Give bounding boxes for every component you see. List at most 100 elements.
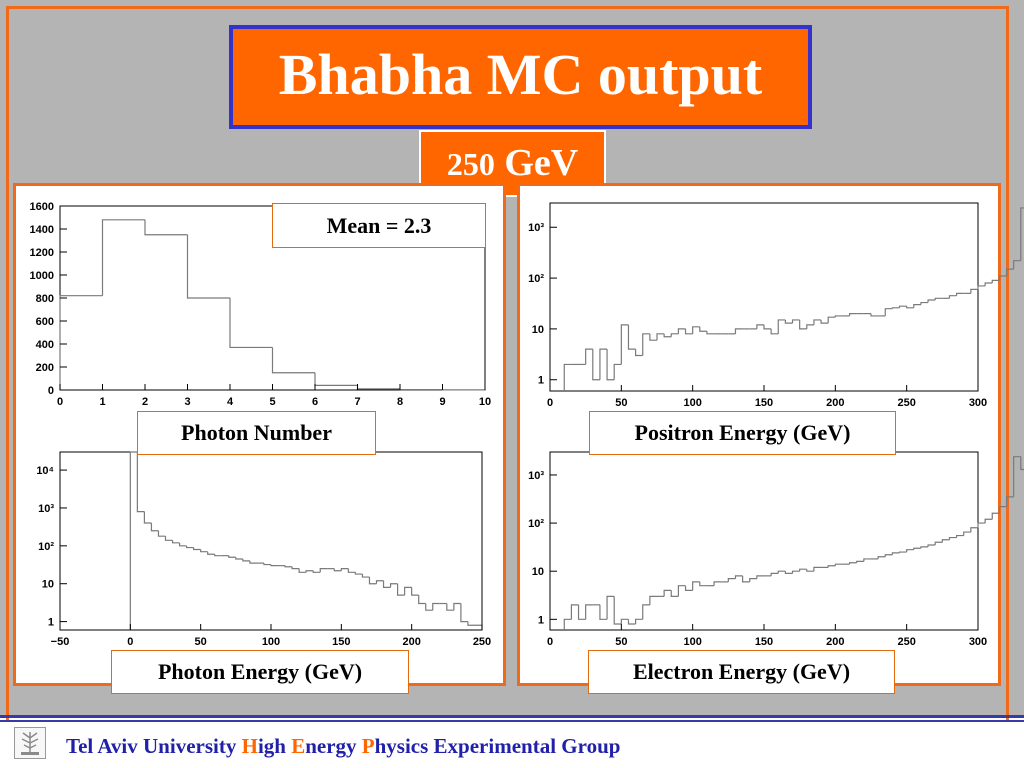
y-tick-label: 10² [528,518,544,530]
histogram-bin [235,557,243,560]
histogram-bin [642,333,650,356]
histogram-bin [913,547,921,550]
histogram-bin [207,551,215,555]
positron-energy-label: Positron Energy (GeV) [589,411,896,455]
y-tick-label: 10⁴ [36,465,54,477]
histogram-bin [884,554,893,557]
y-tick-label: 10² [38,541,54,553]
x-tick-label: 150 [755,397,773,409]
x-tick-label: 100 [683,397,701,409]
x-tick-label: 150 [332,636,350,648]
footer-rule-top [0,715,1024,718]
histogram-bin [806,569,814,572]
histogram-bin [460,603,468,623]
slide-title: Bhabha MC output [229,25,812,129]
histogram-bin [186,234,230,299]
mean-annotation: Mean = 2.3 [272,203,486,248]
histogram-bin [411,587,419,596]
histogram-bin [956,292,964,296]
histogram-bin [361,574,370,578]
y-tick-label: 1 [538,614,544,626]
plot-frame [549,202,979,392]
histogram-bin [606,595,615,620]
histogram-bin [229,298,273,349]
histogram-bin [898,305,907,308]
histogram-bin [977,285,986,290]
x-tick-label: 150 [755,636,773,648]
histogram-bin [446,603,454,611]
histogram-bin [312,570,321,573]
x-tick-label: 0 [57,396,63,408]
histogram-bin [263,563,271,566]
x-tick-label: −50 [51,636,70,648]
histogram-bin [270,564,279,567]
electron-energy-histogram: 0 50 100 150 200 250 300 1 10 10² 10³ [528,451,1024,648]
y-tick-label: 400 [36,339,54,351]
histogram-bin [214,554,222,557]
histogram-bin [777,570,786,574]
x-tick-label: 300 [969,397,987,409]
positron-energy-histogram: 0 50 100 150 200 250 300 1 10 10² 10³ [528,202,1024,409]
histogram-bin [354,572,363,575]
x-tick-label: 200 [826,636,844,648]
histogram-bin [906,306,914,309]
histogram-bin [347,568,356,573]
histogram-bin [635,618,643,624]
footer-highlight-e: E [291,734,306,758]
histogram-bin [453,602,461,611]
histogram-bin [340,568,349,571]
histogram-bin [143,511,152,524]
histogram-bin [827,565,836,568]
histogram-bin [927,299,936,303]
histogram-bin [784,319,793,324]
histogram-bin [563,618,572,630]
x-tick-label: 0 [547,397,553,409]
x-tick-label: 5 [269,396,275,408]
histogram-bin [606,349,615,381]
y-tick-label: 10 [532,566,544,578]
footer-highlight-p: P [361,734,375,758]
histogram-bin [927,544,936,547]
histogram-bin [59,295,103,390]
y-tick-label: 200 [36,362,54,374]
histogram-bin [228,555,236,558]
histogram-bin [356,385,400,390]
histogram-bin [991,279,1000,284]
histogram-bin [585,348,593,365]
histogram-bin [425,603,433,611]
histogram-bin [164,536,173,541]
y-tick-label: 600 [36,316,54,328]
histogram-bin [1013,456,1021,497]
histogram-bin [898,551,907,553]
histogram-bin [291,566,300,570]
histogram-bin [649,595,657,605]
histogram-bin [649,333,657,341]
histogram-bin [891,552,900,555]
histogram-bin [157,530,166,537]
x-tick-label: 50 [615,397,627,409]
footer-text-igh: igh [257,734,292,758]
x-tick-label: 50 [615,636,627,648]
y-tick-label: 0 [48,385,54,397]
y-tick-label: 1400 [30,224,54,236]
photon-energy-histogram: −50 0 50 100 150 200 250 1 10 10² 10³ 10⁴ [36,451,491,648]
histogram-bin [305,570,314,573]
histogram-bin [663,589,672,597]
histogram-bin [382,580,391,588]
histogram-bin [298,568,307,573]
y-tick-label: 10³ [38,503,54,515]
histogram-bin [563,363,572,391]
histogram-bin [770,572,779,576]
histogram-bin [813,566,822,572]
histogram-bin [977,522,986,528]
histogram-bin [970,527,978,533]
y-tick-label: 800 [36,293,54,305]
histogram-bin [613,363,622,380]
histogram-bin [713,581,722,586]
histogram-bin [941,539,950,543]
histogram-bin [799,568,807,572]
histogram-bin [920,301,929,305]
histogram-bin [749,578,757,582]
histogram-bin [570,604,579,620]
